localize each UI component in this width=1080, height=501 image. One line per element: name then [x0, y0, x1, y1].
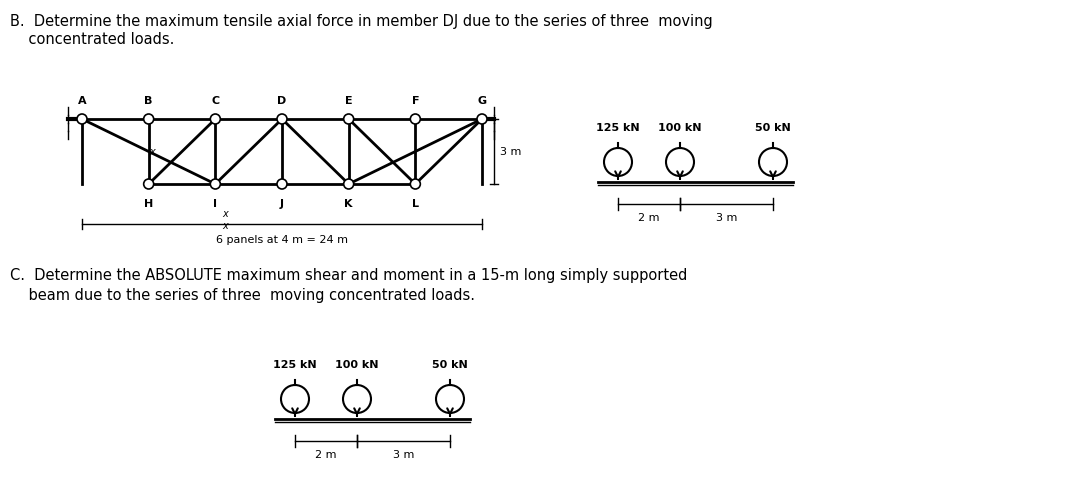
Text: x: x	[222, 209, 228, 219]
Text: 100 kN: 100 kN	[335, 359, 379, 369]
Text: 125 kN: 125 kN	[596, 123, 639, 133]
Circle shape	[410, 115, 420, 125]
Text: I: I	[214, 198, 217, 208]
Text: 50 kN: 50 kN	[755, 123, 791, 133]
Circle shape	[410, 180, 420, 189]
Circle shape	[211, 115, 220, 125]
Text: H: H	[144, 198, 153, 208]
Text: concentrated loads.: concentrated loads.	[10, 32, 174, 47]
Circle shape	[77, 115, 87, 125]
Text: B: B	[145, 96, 153, 106]
Text: 2 m: 2 m	[638, 212, 660, 222]
Text: C.  Determine the ABSOLUTE maximum shear and moment in a 15-m long simply suppor: C. Determine the ABSOLUTE maximum shear …	[10, 268, 687, 283]
Text: G: G	[477, 96, 487, 106]
Circle shape	[276, 180, 287, 189]
Circle shape	[343, 180, 353, 189]
Text: K: K	[345, 198, 353, 208]
Circle shape	[144, 180, 153, 189]
Text: F: F	[411, 96, 419, 106]
Text: 3 m: 3 m	[500, 147, 522, 157]
Text: 2 m: 2 m	[315, 449, 337, 459]
Text: 3 m: 3 m	[716, 212, 738, 222]
Text: 50 kN: 50 kN	[432, 359, 468, 369]
Text: 6 panels at 4 m = 24 m: 6 panels at 4 m = 24 m	[216, 234, 348, 244]
Text: beam due to the series of three  moving concentrated loads.: beam due to the series of three moving c…	[10, 288, 475, 303]
Circle shape	[343, 115, 353, 125]
Text: D: D	[278, 96, 286, 106]
Text: C: C	[212, 96, 219, 106]
Text: x: x	[222, 221, 228, 231]
Text: 125 kN: 125 kN	[273, 359, 316, 369]
Circle shape	[276, 115, 287, 125]
Text: 3 m: 3 m	[393, 449, 415, 459]
Text: B.  Determine the maximum tensile axial force in member DJ due to the series of : B. Determine the maximum tensile axial f…	[10, 14, 713, 29]
Circle shape	[144, 115, 153, 125]
Text: A: A	[78, 96, 86, 106]
Circle shape	[211, 180, 220, 189]
Text: E: E	[345, 96, 352, 106]
Text: 100 kN: 100 kN	[658, 123, 702, 133]
Text: J: J	[280, 198, 284, 208]
Circle shape	[477, 115, 487, 125]
Text: x: x	[149, 147, 154, 157]
Text: L: L	[411, 198, 419, 208]
